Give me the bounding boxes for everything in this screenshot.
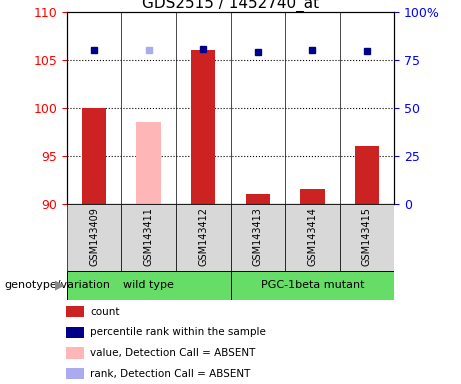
Text: wild type: wild type <box>123 280 174 290</box>
Bar <box>67 204 121 271</box>
Bar <box>191 50 215 204</box>
Bar <box>355 146 379 204</box>
Bar <box>67 271 230 300</box>
Bar <box>300 189 325 204</box>
Bar <box>230 271 394 300</box>
Bar <box>246 194 270 204</box>
Text: GSM143412: GSM143412 <box>198 207 208 266</box>
Title: GDS2515 / 1452740_at: GDS2515 / 1452740_at <box>142 0 319 12</box>
Text: genotype/variation: genotype/variation <box>5 280 111 290</box>
Text: ▶: ▶ <box>55 279 65 291</box>
Bar <box>136 122 161 204</box>
Text: GSM143409: GSM143409 <box>89 207 99 266</box>
Text: GSM143411: GSM143411 <box>144 207 154 266</box>
Text: count: count <box>90 307 120 317</box>
Text: GSM143414: GSM143414 <box>307 207 317 266</box>
Bar <box>121 204 176 271</box>
Bar <box>66 348 84 359</box>
Bar <box>66 327 84 338</box>
Text: GSM143415: GSM143415 <box>362 207 372 266</box>
Bar <box>340 204 394 271</box>
Bar <box>230 204 285 271</box>
Bar <box>285 204 340 271</box>
Bar <box>66 368 84 379</box>
Text: percentile rank within the sample: percentile rank within the sample <box>90 328 266 338</box>
Text: PGC-1beta mutant: PGC-1beta mutant <box>260 280 364 290</box>
Bar <box>82 108 106 204</box>
Bar <box>176 204 230 271</box>
Text: value, Detection Call = ABSENT: value, Detection Call = ABSENT <box>90 348 256 358</box>
Text: rank, Detection Call = ABSENT: rank, Detection Call = ABSENT <box>90 369 251 379</box>
Text: GSM143413: GSM143413 <box>253 207 263 266</box>
Bar <box>66 306 84 318</box>
